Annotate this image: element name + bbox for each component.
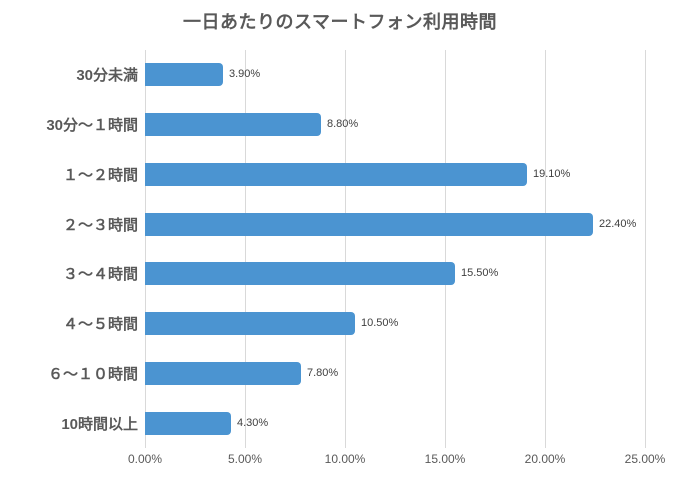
bar	[145, 411, 231, 435]
bar-row: 8.80%	[145, 100, 645, 150]
bar-value-label: 8.80%	[327, 118, 359, 131]
plot-area: 3.90% 8.80% 19.10% 22.40% 15.50% 10.50% 7.80% 4…	[145, 50, 646, 448]
category-label: １～２時間	[62, 166, 138, 184]
bar-row: 19.10%	[145, 150, 645, 200]
x-axis-tick-label: 25.00%	[624, 452, 666, 466]
bar	[145, 212, 593, 236]
bar	[145, 361, 301, 385]
bar	[145, 113, 321, 137]
category-label: 30分～１時間	[46, 117, 138, 135]
x-axis-tick-label: 5.00%	[227, 452, 263, 466]
bar-value-label: 22.40%	[599, 217, 637, 230]
gridline	[345, 50, 346, 448]
bar-value-label: 15.50%	[461, 267, 499, 280]
bar-row: 3.90%	[145, 50, 645, 100]
bar-value-label: 4.30%	[237, 416, 269, 429]
category-axis: 30分未満 30分～１時間 １～２時間 ２～３時間 ３～４時間 ４～５時間 ６～１０時間 10…	[0, 50, 138, 448]
chart-title: 一日あたりのスマートフォン利用時間	[183, 12, 497, 32]
bar-row: 4.30%	[145, 398, 645, 448]
bar	[145, 63, 223, 87]
bar-value-label: 10.50%	[361, 317, 399, 330]
category-label: ４～５時間	[62, 316, 138, 334]
bar	[145, 162, 527, 186]
bar-row: 22.40%	[145, 199, 645, 249]
x-axis-tick-label: 0.00%	[127, 452, 163, 466]
bar-value-label: 3.90%	[229, 68, 261, 81]
x-axis-tick-label: 10.00%	[324, 452, 366, 466]
x-axis-tick-label: 20.00%	[524, 452, 566, 466]
category-label: ３～４時間	[62, 266, 138, 284]
category-label: 10時間以上	[61, 415, 138, 433]
bar-value-label: 7.80%	[307, 366, 339, 379]
category-label: ２～３時間	[62, 216, 138, 234]
category-label: 30分未満	[76, 67, 138, 85]
x-axis: 0.00% 5.00% 10.00% 15.00% 20.00% 25.00%	[0, 452, 680, 472]
x-axis-tick-label: 15.00%	[424, 452, 466, 466]
bar-row: 7.80%	[145, 349, 645, 399]
bar	[145, 262, 455, 286]
gridline	[245, 50, 246, 448]
y-axis-line	[145, 50, 146, 448]
category-label: ６～１０時間	[47, 365, 138, 383]
gridline	[645, 50, 646, 448]
bar	[145, 312, 355, 336]
bar-row: 10.50%	[145, 299, 645, 349]
bar-row: 15.50%	[145, 249, 645, 299]
gridline	[545, 50, 546, 448]
gridline	[445, 50, 446, 448]
bar-value-label: 19.10%	[533, 167, 571, 180]
